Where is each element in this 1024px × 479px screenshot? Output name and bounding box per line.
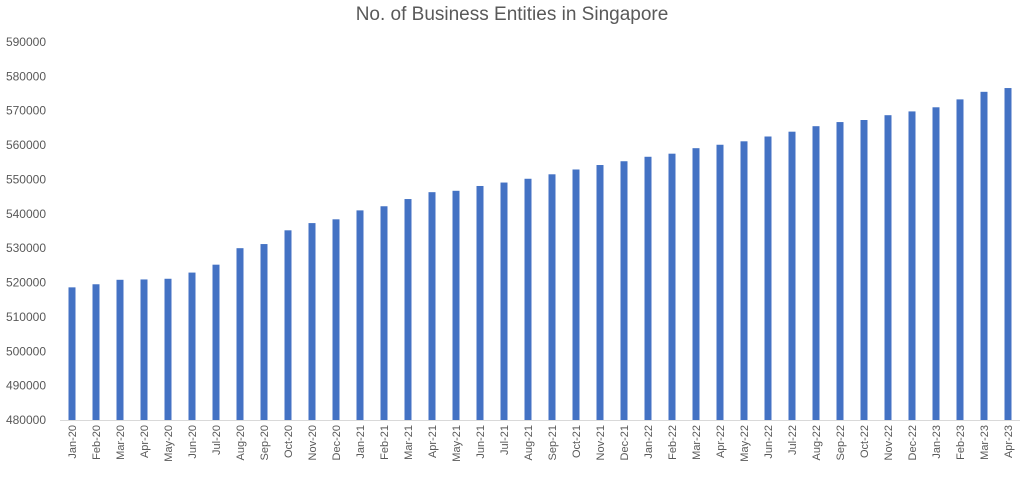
- bar: [980, 91, 988, 420]
- bar: [644, 156, 652, 421]
- bar: [260, 244, 268, 420]
- x-tick-label: Apr-21: [427, 425, 439, 458]
- bar: [428, 192, 436, 420]
- bar: [596, 165, 604, 420]
- bar: [692, 148, 700, 420]
- y-tick-label: 590000: [6, 35, 46, 49]
- bar: [524, 178, 532, 420]
- x-tick-label: Dec-22: [907, 425, 919, 460]
- bar: [140, 279, 148, 420]
- bar: [92, 284, 100, 420]
- x-tick-label: Mar-20: [115, 425, 127, 460]
- bar: [332, 219, 340, 420]
- y-tick-label: 560000: [6, 138, 46, 152]
- bar: [716, 144, 724, 421]
- x-tick-label: Jun-20: [187, 425, 199, 459]
- x-tick-label: Aug-20: [235, 425, 247, 460]
- bar: [860, 120, 868, 420]
- x-tick-label: Apr-23: [1003, 425, 1015, 458]
- bar: [308, 223, 316, 420]
- bar: [668, 153, 676, 420]
- x-tick-label: Nov-22: [883, 425, 895, 460]
- x-tick-label: Jan-23: [931, 425, 943, 459]
- x-tick-label: Feb-21: [379, 425, 391, 460]
- x-tick-label: Apr-22: [715, 425, 727, 458]
- x-tick-label: Mar-23: [979, 425, 991, 460]
- x-tick-label: Aug-21: [523, 425, 535, 460]
- x-tick-label: Jun-22: [763, 425, 775, 459]
- bar: [188, 272, 196, 420]
- bar: [788, 131, 796, 420]
- x-tick-label: Feb-23: [955, 425, 967, 460]
- bar: [236, 248, 244, 420]
- x-tick-label: Aug-22: [811, 425, 823, 460]
- x-tick-label: Dec-20: [331, 425, 343, 460]
- y-tick-label: 580000: [6, 69, 46, 83]
- bar: [68, 287, 76, 420]
- bar: [284, 230, 292, 420]
- x-tick-label: Sep-21: [547, 425, 559, 460]
- x-tick-label: Apr-20: [139, 425, 151, 458]
- y-tick-label: 530000: [6, 241, 46, 255]
- bar: [380, 206, 388, 420]
- y-tick-label: 500000: [6, 344, 46, 358]
- x-tick-label: Jun-21: [475, 425, 487, 459]
- x-tick-label: Feb-20: [91, 425, 103, 460]
- x-tick-label: Jan-20: [67, 425, 79, 459]
- chart-title: No. of Business Entities in Singapore: [355, 4, 669, 25]
- x-tick-label: May-20: [163, 425, 175, 462]
- y-tick-label: 540000: [6, 207, 46, 221]
- bar: [908, 111, 916, 420]
- bar: [116, 279, 124, 420]
- x-tick-label: Jul-21: [499, 425, 511, 455]
- bar: [740, 141, 748, 420]
- bar: [164, 278, 172, 420]
- y-tick-label: 480000: [6, 413, 46, 427]
- x-tick-label: Mar-22: [691, 425, 703, 460]
- x-tick-label: Jul-20: [211, 425, 223, 455]
- y-tick-label: 510000: [6, 310, 46, 324]
- bar: [932, 107, 940, 421]
- x-tick-label: Jan-22: [643, 425, 655, 459]
- bar-series: [68, 88, 1012, 421]
- x-tick-label: Nov-21: [595, 425, 607, 460]
- y-tick-label: 570000: [6, 104, 46, 118]
- bar: [1004, 88, 1012, 420]
- y-tick-label: 520000: [6, 276, 46, 290]
- bar: [500, 182, 508, 420]
- x-tick-label: Oct-21: [571, 425, 583, 458]
- x-tick-label: Dec-21: [619, 425, 631, 460]
- bar: [212, 264, 220, 420]
- bar: [548, 174, 556, 420]
- x-tick-label: May-22: [739, 425, 751, 462]
- bar: [572, 169, 580, 420]
- y-tick-label: 490000: [6, 379, 46, 393]
- x-tick-label: Oct-20: [283, 425, 295, 458]
- x-tick-label: Jul-22: [787, 425, 799, 455]
- x-tick-label: Feb-22: [667, 425, 679, 460]
- bar: [404, 199, 412, 420]
- bar: [620, 161, 628, 420]
- x-tick-label: May-21: [451, 425, 463, 462]
- x-tick-label: Sep-20: [259, 425, 271, 460]
- y-axis-tick-labels: 480000 490000 500000 510000 520000 530000 5400…: [6, 35, 46, 427]
- bar: [356, 210, 364, 420]
- x-axis-tick-labels: Jan-20 Feb-20 Mar-20 Apr-20 May-20 Jun-20 Jul-…: [67, 425, 1015, 462]
- y-tick-label: 550000: [6, 172, 46, 186]
- bar: [812, 126, 820, 420]
- bar: [884, 115, 892, 420]
- bar: [764, 136, 772, 420]
- x-tick-label: Nov-20: [307, 425, 319, 460]
- bar: [476, 185, 484, 420]
- x-tick-label: Sep-22: [835, 425, 847, 460]
- x-tick-label: Mar-21: [403, 425, 415, 460]
- bar: [956, 99, 964, 421]
- x-tick-label: Jan-21: [355, 425, 367, 459]
- x-tick-label: Oct-22: [859, 425, 871, 458]
- bar: [452, 190, 460, 420]
- bar: [836, 122, 844, 421]
